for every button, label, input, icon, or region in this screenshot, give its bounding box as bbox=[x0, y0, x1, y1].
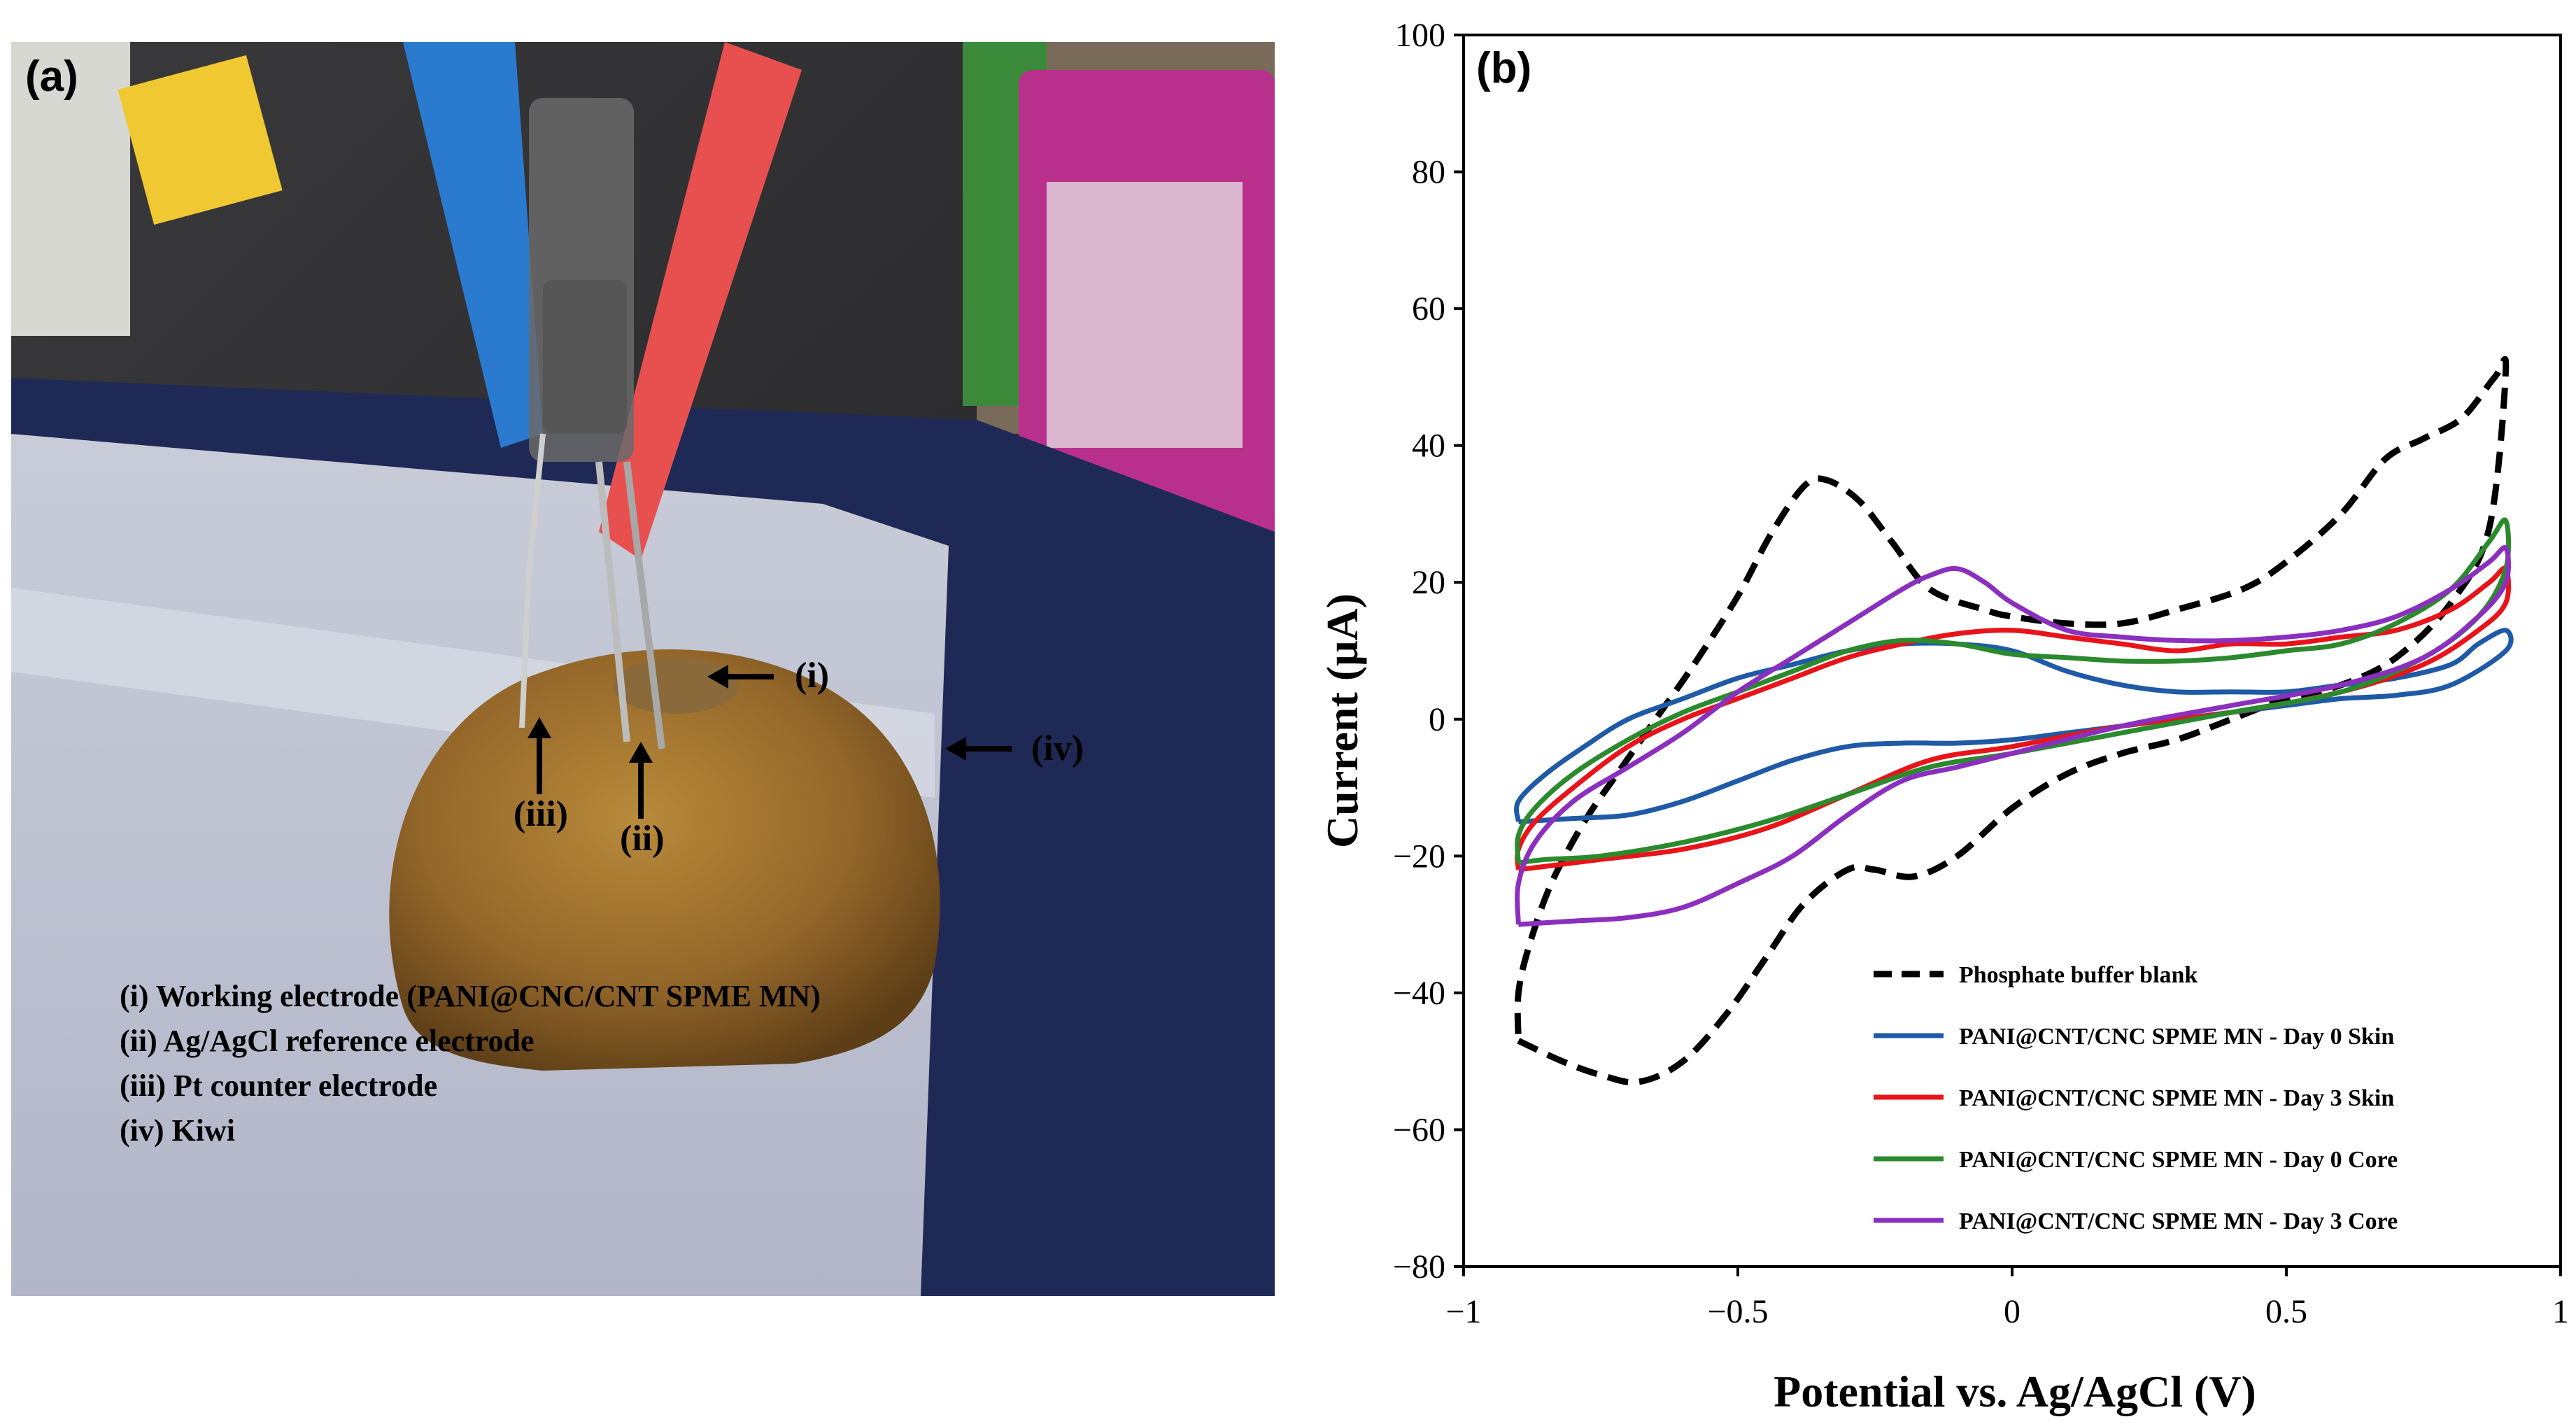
y-tick-label: 20 bbox=[1412, 564, 1445, 601]
series-line-phosphate-buffer-blank bbox=[1514, 355, 2510, 1086]
x-tick-label: −1 bbox=[1445, 1293, 1481, 1330]
y-tick-label: −80 bbox=[1393, 1248, 1445, 1285]
series-line-pani-cnt-cnc-spme-mn-day-3-core bbox=[1515, 544, 2511, 927]
marker-ii: (ii) bbox=[620, 819, 665, 859]
working-electrode-needle bbox=[623, 461, 665, 749]
chart-svg: −80 −60 −40 −20 0 20 40 60 80 100 −1 −0.5 0 0.5 1 Pho… bbox=[1317, 17, 2569, 1416]
cyclic-voltammetry-chart: −80 −60 −40 −20 0 20 40 60 80 100 −1 −0.5 0 0.5 1 Pho… bbox=[1280, 0, 2576, 1424]
kiwi-top-spot bbox=[613, 658, 739, 714]
x-axis-title: Potential vs. Ag/AgCl (V) bbox=[1774, 1367, 2256, 1416]
marker-iv: (iv) bbox=[1031, 728, 1084, 768]
series-line-pani-cnt-cnc-spme-mn-day-3-skin bbox=[1515, 565, 2511, 873]
arrow-iii-head bbox=[528, 717, 551, 738]
blue-clip bbox=[403, 42, 543, 448]
y-axis-title: Current (μA) bbox=[1317, 593, 1367, 848]
legend-label: Phosphate buffer blank bbox=[1959, 962, 2198, 988]
y-tick-label: 0 bbox=[1429, 701, 1445, 738]
x-tick-label: 1 bbox=[2552, 1293, 2569, 1330]
kiwi-electrode-photo: (i) (ii) (iii) (iv) (a) (i) Working elec… bbox=[11, 42, 1275, 1296]
y-axis-ticks: −80 −60 −40 −20 0 20 40 60 80 100 bbox=[1393, 17, 1464, 1285]
x-axis-ticks: −1 −0.5 0 0.5 1 bbox=[1445, 1267, 2569, 1330]
syringe-hub bbox=[543, 280, 627, 434]
x-tick-label: 0.5 bbox=[2265, 1293, 2307, 1330]
photo-legend-item-2: (ii) Ag/AgCl reference electrode bbox=[120, 1024, 535, 1058]
y-tick-label: 60 bbox=[1412, 290, 1445, 327]
y-tick-label: 100 bbox=[1395, 17, 1445, 54]
chart-legend: Phosphate buffer blank PANI@CNT/CNC SPME … bbox=[1874, 962, 2398, 1234]
reference-electrode-needle bbox=[595, 461, 630, 742]
panel-b-label: (b) bbox=[1476, 44, 1531, 92]
legend-label: PANI@CNT/CNC SPME MN - Day 3 Skin bbox=[1959, 1085, 2394, 1111]
photo-legend-item-3: (iii) Pt counter electrode bbox=[120, 1069, 438, 1103]
series-layer bbox=[1514, 355, 2514, 1086]
photo-legend-item-1: (i) Working electrode (PANI@CNC/CNT SPME… bbox=[120, 979, 821, 1013]
counter-electrode-wire bbox=[519, 433, 546, 728]
arrow-iv-head bbox=[945, 737, 966, 761]
legend-label: PANI@CNT/CNC SPME MN - Day 0 Core bbox=[1959, 1147, 2398, 1173]
y-tick-label: 80 bbox=[1412, 154, 1445, 191]
x-tick-label: 0 bbox=[2004, 1293, 2021, 1330]
arrow-i-head bbox=[707, 665, 728, 689]
rack-window bbox=[1047, 182, 1243, 448]
red-clip bbox=[599, 42, 802, 560]
photo-legend-item-4: (iv) Kiwi bbox=[120, 1113, 235, 1148]
y-tick-label: 40 bbox=[1412, 428, 1445, 465]
x-tick-label: −0.5 bbox=[1707, 1293, 1768, 1330]
marker-i: (i) bbox=[795, 656, 829, 696]
lab-bottle bbox=[11, 42, 130, 336]
legend-label: PANI@CNT/CNC SPME MN - Day 3 Core bbox=[1959, 1208, 2398, 1234]
arrow-ii-head bbox=[629, 742, 653, 763]
legend-label: PANI@CNT/CNC SPME MN - Day 0 Skin bbox=[1959, 1024, 2394, 1050]
photo-illustration: (i) (ii) (iii) (iv) (a) bbox=[11, 42, 1275, 1296]
marker-iii: (iii) bbox=[514, 794, 568, 834]
y-tick-label: −40 bbox=[1393, 975, 1445, 1012]
panel-a-label: (a) bbox=[25, 52, 78, 101]
y-tick-label: −20 bbox=[1393, 838, 1445, 875]
y-tick-label: −60 bbox=[1393, 1111, 1445, 1148]
kiwi bbox=[389, 649, 940, 1071]
yellow-label bbox=[118, 55, 283, 225]
